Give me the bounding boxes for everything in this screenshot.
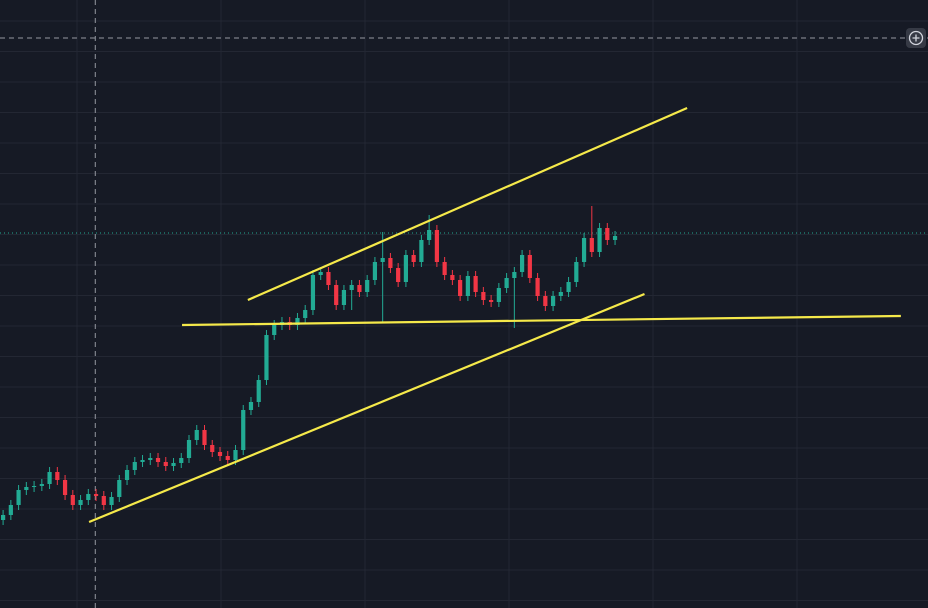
candle-body	[550, 296, 556, 306]
candle-body	[31, 486, 37, 487]
candle-body	[605, 228, 610, 240]
candle-body	[519, 255, 525, 272]
candle-body	[450, 275, 455, 280]
trendline[interactable]	[182, 314, 901, 327]
candle-body	[179, 458, 184, 463]
candle-body	[318, 272, 323, 275]
candle-body	[93, 494, 99, 496]
candle-body	[365, 280, 370, 292]
candle-body	[264, 335, 269, 380]
candle-body	[489, 300, 494, 302]
candle-body	[543, 296, 548, 306]
candle-body	[39, 484, 44, 486]
candle-body	[217, 452, 223, 456]
candle-body	[78, 500, 83, 505]
candle-body	[481, 292, 486, 300]
candle-body	[24, 487, 29, 490]
candle-body	[248, 402, 254, 410]
candle-body	[101, 496, 106, 505]
candle-body	[458, 280, 463, 296]
candle-body	[295, 318, 300, 325]
candle-body	[256, 380, 261, 402]
candle-body	[473, 276, 478, 292]
candle-body	[109, 497, 114, 505]
candle-body	[403, 255, 409, 282]
candle-body	[132, 462, 137, 470]
candle-body	[16, 490, 21, 505]
candle-body	[47, 472, 52, 484]
candle-body	[434, 230, 439, 262]
candle-body	[233, 450, 238, 460]
candle-body	[171, 463, 176, 466]
candle-body	[334, 285, 339, 305]
candle-body	[272, 325, 277, 335]
candle-body	[310, 275, 316, 310]
candle-body	[597, 228, 602, 252]
candle-body	[512, 272, 517, 278]
candle-body	[535, 278, 540, 296]
candle-body	[589, 238, 594, 252]
candle-body	[372, 262, 378, 280]
add-button[interactable]	[906, 28, 926, 48]
candle-body	[55, 472, 60, 480]
candle-body	[163, 462, 168, 466]
candle-body	[349, 285, 354, 290]
candle-body	[419, 240, 424, 262]
candle-body	[0, 515, 6, 520]
candle-body	[155, 458, 161, 462]
candle-body	[357, 285, 362, 292]
candle-body	[612, 236, 618, 240]
candle-body	[388, 258, 393, 268]
candle-body	[62, 480, 68, 495]
candle-body	[566, 282, 571, 292]
candle-body	[202, 430, 207, 445]
candle-body	[527, 255, 532, 278]
candle-body	[210, 445, 215, 452]
candle-body	[241, 410, 246, 450]
candle-body	[341, 290, 347, 305]
candle-body	[117, 480, 122, 497]
plus-circle-icon	[908, 30, 924, 46]
candle-body	[465, 276, 470, 296]
candle-body	[558, 292, 563, 296]
candle-body	[225, 456, 230, 460]
candle-body	[186, 440, 192, 458]
candle-body	[411, 255, 416, 262]
candle-body	[380, 258, 385, 262]
trendline[interactable]	[88, 292, 645, 524]
candle-body	[442, 262, 447, 275]
candle-body	[574, 262, 579, 282]
candle-body	[303, 310, 308, 318]
candle-body	[504, 278, 509, 288]
candle-body	[496, 288, 501, 302]
candle-body	[70, 495, 75, 505]
candle-body	[140, 460, 145, 462]
candle-body	[194, 430, 199, 440]
candle-body	[326, 272, 331, 285]
candle-body	[124, 470, 130, 480]
candle-body	[148, 458, 153, 460]
candle-body	[396, 268, 401, 282]
trendline[interactable]	[247, 106, 688, 302]
candle-body	[86, 494, 91, 500]
candle-body	[8, 505, 13, 515]
candle-body	[427, 230, 432, 240]
candle-body	[581, 238, 587, 262]
